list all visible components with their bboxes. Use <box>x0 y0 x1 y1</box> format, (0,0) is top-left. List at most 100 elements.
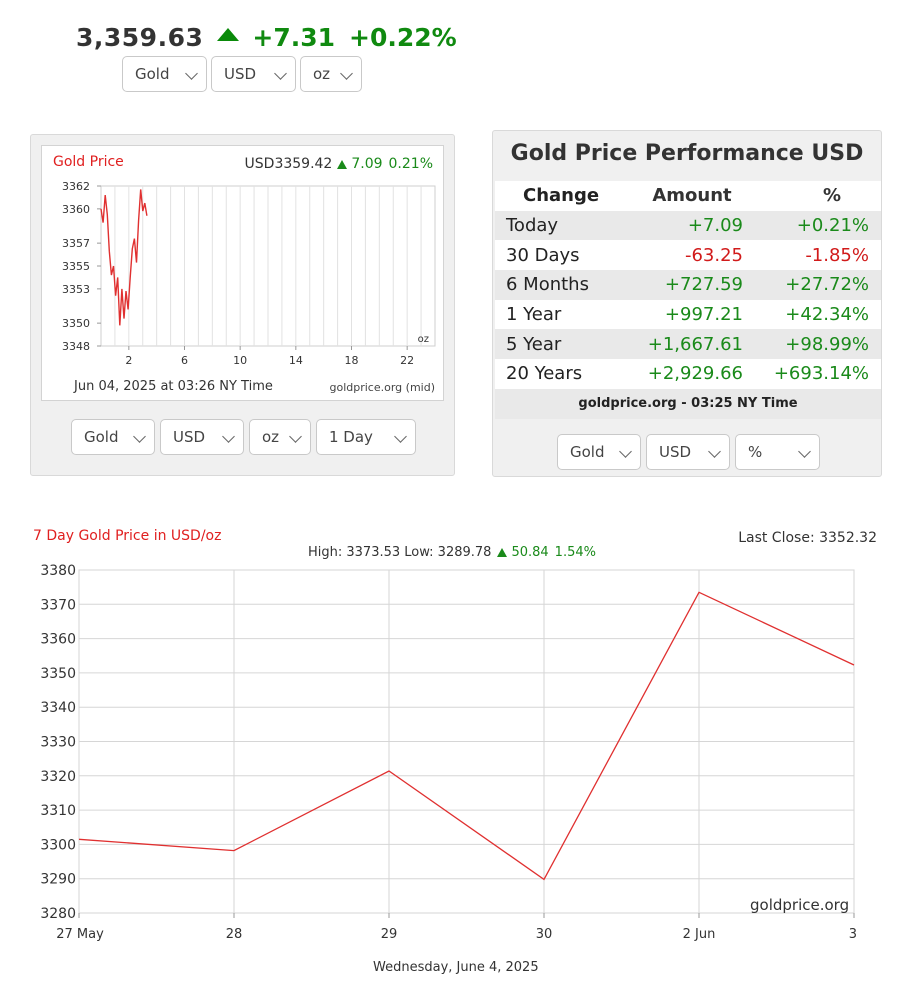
last-close: Last Close: 3352.32 <box>738 530 877 546</box>
performance-table: Change Amount % Today +7.09 +0.21% 30 Da… <box>495 181 881 419</box>
top-currency-select[interactable]: USD <box>211 56 296 92</box>
top-unit-select[interactable]: oz <box>300 56 362 92</box>
weekly-y-tick-label: 3370 <box>40 597 76 613</box>
price-change-percent: +0.22% <box>349 22 457 52</box>
row-percent: +42.34% <box>785 304 869 326</box>
top-metal-select-value: Gold <box>135 65 170 83</box>
intraday-y-tick-label: 3348 <box>62 340 90 353</box>
row-percent: -1.85% <box>805 244 869 266</box>
intraday-y-tick-label: 3362 <box>62 180 90 193</box>
intraday-y-tick-label: 3360 <box>62 203 90 216</box>
header-percent: % <box>822 185 841 207</box>
weekly-y-tick-label: 3380 <box>40 563 76 579</box>
weekly-x-tick-label: 29 <box>381 927 398 942</box>
chevron-down-icon <box>619 445 632 458</box>
intraday-y-tick-label: 3353 <box>62 283 90 296</box>
weekly-change: 50.84 <box>511 545 549 560</box>
chevron-down-icon <box>340 67 353 80</box>
up-triangle-icon <box>337 159 348 169</box>
intraday-chart-plot: 3348 3350 3353 3355 3357 3360 3362 2 6 10 14 18 22 oz <box>62 180 436 367</box>
chevron-down-icon <box>708 445 721 458</box>
perf-currency-select-value: USD <box>659 443 692 461</box>
table-row: 5 Year +1,667.61 +98.99% <box>495 329 881 360</box>
table-row: 6 Months +727.59 +27.72% <box>495 270 881 300</box>
intraday-y-tick-label: 3350 <box>62 317 90 330</box>
weekly-change-percent: 1.54% <box>554 545 596 560</box>
row-percent: +27.72% <box>785 274 869 296</box>
header-amount: Amount <box>652 185 732 207</box>
intraday-x-tick-label: 10 <box>233 354 247 367</box>
weekly-y-tick-label: 3320 <box>40 769 76 785</box>
intraday-x-tick-label: 22 <box>400 354 414 367</box>
mini-metal-select-value: Gold <box>84 428 119 446</box>
weekly-x-tick-label: 27 May <box>56 927 104 942</box>
weekly-y-tick-label: 3280 <box>40 906 76 922</box>
mini-currency-select[interactable]: USD <box>160 419 244 455</box>
mini-range-select-value: 1 Day <box>329 428 373 446</box>
perf-mode-select[interactable]: % <box>735 434 820 470</box>
table-row: 30 Days -63.25 -1.85% <box>495 240 881 271</box>
intraday-x-tick-label: 18 <box>345 354 359 367</box>
weekly-chart-date: Wednesday, June 4, 2025 <box>373 960 539 975</box>
chevron-down-icon <box>185 67 198 80</box>
weekly-chart-plot: 3280 3290 3300 3310 3320 3330 3340 3350 3360 3370… <box>40 563 857 942</box>
mini-range-select[interactable]: 1 Day <box>316 419 416 455</box>
intraday-quote-price: USD3359.42 <box>244 156 333 172</box>
intraday-chart: Gold Price USD3359.42 7.09 0.21% 3348 335… <box>41 145 444 401</box>
row-percent: +98.99% <box>785 333 869 355</box>
row-amount: +1,667.61 <box>647 333 743 355</box>
row-percent: +0.21% <box>796 215 869 237</box>
table-row: Today +7.09 +0.21% <box>495 210 881 241</box>
table-row: 1 Year +997.21 +42.34% <box>495 299 881 330</box>
weekly-x-tick-label: 3 <box>849 927 857 942</box>
weekly-y-tick-label: 3300 <box>40 837 76 853</box>
intraday-price-line <box>100 189 148 326</box>
price-change: +7.31 <box>252 22 336 52</box>
row-amount: +727.59 <box>664 274 743 296</box>
intraday-unit-label: oz <box>418 334 429 345</box>
row-label: 1 Year <box>506 304 562 326</box>
perf-mode-select-value: % <box>748 443 763 461</box>
mini-unit-select-value: oz <box>262 428 280 446</box>
row-amount: +2,929.66 <box>647 363 743 385</box>
chevron-down-icon <box>222 430 235 443</box>
row-amount: +7.09 <box>687 215 743 237</box>
spot-price: 3,359.63 <box>76 22 204 52</box>
weekly-chart-watermark: goldprice.org <box>750 896 850 914</box>
perf-currency-select[interactable]: USD <box>646 434 730 470</box>
up-triangle-icon <box>497 548 508 557</box>
row-label: 30 Days <box>506 244 580 266</box>
row-label: Today <box>506 215 559 237</box>
weekly-y-tick-label: 3340 <box>40 700 76 716</box>
weekly-chart-title: 7 Day Gold Price in USD/oz <box>33 528 222 544</box>
intraday-source: goldprice.org (mid) <box>329 381 436 394</box>
row-amount: -63.25 <box>684 244 743 266</box>
intraday-quote-percent: 0.21% <box>388 156 433 172</box>
intraday-y-tick-label: 3357 <box>62 237 90 250</box>
intraday-x-tick-label: 14 <box>289 354 303 367</box>
performance-footer: goldprice.org - 03:25 NY Time <box>495 388 881 419</box>
weekly-high-low: High: 3373.53 Low: 3289.78 50.84 1.54% <box>308 545 596 560</box>
performance-header-row: Change Amount % <box>495 181 881 211</box>
mini-metal-select[interactable]: Gold <box>71 419 155 455</box>
weekly-high-low-text: High: 3373.53 Low: 3289.78 <box>308 545 492 560</box>
mini-unit-select[interactable]: oz <box>249 419 311 455</box>
chevron-down-icon <box>133 430 146 443</box>
weekly-x-tick-label: 2 Jun <box>683 927 716 942</box>
price-ticker: 3,359.63 +7.31 +0.22% <box>76 20 457 54</box>
weekly-y-tick-label: 3330 <box>40 735 76 751</box>
intraday-chart-title: Gold Price <box>53 154 124 170</box>
top-unit-select-value: oz <box>313 65 331 83</box>
intraday-quote-change: 7.09 <box>351 156 383 172</box>
perf-metal-select[interactable]: Gold <box>557 434 641 470</box>
row-label: 5 Year <box>506 333 562 355</box>
row-label: 20 Years <box>506 363 583 385</box>
weekly-x-tick-label: 30 <box>536 927 553 942</box>
weekly-x-tick-label: 28 <box>226 927 243 942</box>
mini-currency-select-value: USD <box>173 428 206 446</box>
row-amount: +997.21 <box>664 304 743 326</box>
perf-metal-select-value: Gold <box>570 443 605 461</box>
top-metal-select[interactable]: Gold <box>122 56 207 92</box>
row-percent: +693.14% <box>773 363 869 385</box>
